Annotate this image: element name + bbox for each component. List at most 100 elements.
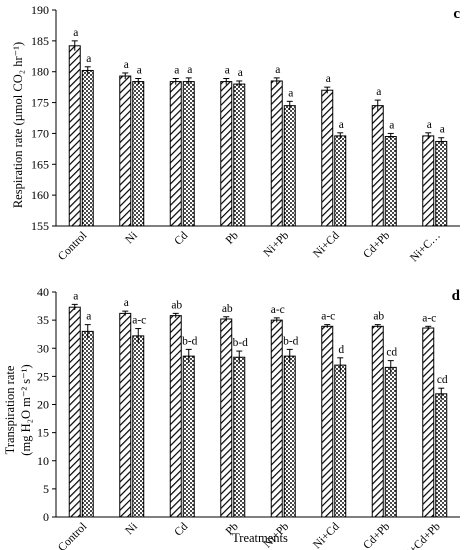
- c-category-label: Ni: [123, 230, 140, 247]
- c-bar-series2: [182, 81, 195, 227]
- c-y-tick-label: 165: [31, 157, 49, 171]
- c-bar-series2: [233, 83, 246, 227]
- d-bar-series1: [220, 318, 233, 518]
- d-significance-label: a: [73, 290, 78, 302]
- transpiration-chart: Transpiration rate (mg H₂O m⁻² s⁻¹) d Tr…: [3, 285, 461, 550]
- c-significance-label: a: [137, 65, 142, 77]
- c-category-label: Pb: [224, 229, 241, 246]
- d-bar-series2: [132, 335, 145, 518]
- c-bar-series2: [132, 81, 145, 227]
- c-bar-series1: [270, 80, 283, 227]
- d-significance-label: ab: [222, 303, 233, 315]
- c-bar-series2: [435, 140, 448, 227]
- d-bar-series2: [435, 393, 448, 518]
- d-bar-series1: [270, 319, 283, 518]
- c-significance-label: a: [326, 73, 331, 85]
- d-y-tick-label: 30: [37, 341, 49, 355]
- c-significance-label: a: [440, 124, 445, 136]
- c-y-tick-label: 160: [31, 188, 49, 202]
- panel-label-d: d: [452, 288, 461, 304]
- c-bar-series1: [220, 81, 233, 227]
- c-significance-label: a: [73, 27, 78, 39]
- c-significance-label: a: [339, 119, 344, 131]
- c-bar-series1: [422, 135, 435, 227]
- d-significance-label: a-c: [422, 312, 436, 324]
- c-y-tick-label: 190: [31, 3, 49, 17]
- transpiration-y-axis-title-line1: Transpiration rate: [3, 365, 17, 454]
- d-category-label: Ni+Cd: [311, 520, 342, 550]
- d-y-tick-label: 10: [37, 454, 49, 468]
- d-category-label: Cd: [172, 520, 190, 538]
- respiration-y-axis-title: Respiration rate (µmol CO₂ hr⁻¹): [11, 42, 25, 208]
- d-bar-series2: [182, 355, 195, 518]
- c-bar-series2: [81, 69, 94, 227]
- d-significance-label: a: [86, 311, 91, 323]
- d-y-tick-label: 20: [37, 398, 49, 412]
- c-significance-label: a: [238, 67, 243, 79]
- d-significance-label: ab: [373, 311, 384, 323]
- c-category-label: Ni+Pb: [262, 229, 292, 259]
- d-bar-series1: [422, 327, 435, 518]
- c-y-tick-label: 175: [31, 96, 49, 110]
- c-bar-series2: [334, 135, 347, 227]
- transpiration-y-axis-title-line2: (mg H₂O m⁻² s⁻¹): [19, 364, 33, 455]
- d-bar-series2: [81, 330, 94, 518]
- d-bar-series1: [321, 325, 334, 518]
- d-significance-label: a-c: [271, 304, 285, 316]
- c-y-tick-label: 155: [31, 219, 49, 233]
- c-bar-series2: [283, 105, 296, 227]
- c-bar-series1: [169, 81, 182, 227]
- c-category-label: Cd+Pb: [361, 229, 392, 260]
- d-y-tick-label: 35: [37, 313, 49, 327]
- d-bar-series1: [169, 315, 182, 518]
- transpiration-x-axis-title: Treatments: [232, 531, 288, 545]
- c-significance-label: a: [124, 59, 129, 71]
- d-bar-series1: [371, 325, 384, 518]
- c-category-label: Ni+Cd: [311, 229, 342, 260]
- c-y-tick-label: 185: [31, 34, 49, 48]
- d-bar-series1: [68, 306, 81, 518]
- c-significance-label: a: [187, 64, 192, 76]
- d-bar-series2: [283, 355, 296, 518]
- d-significance-label: b-d: [233, 337, 249, 349]
- d-significance-label: a: [124, 297, 129, 309]
- c-significance-label: a: [275, 64, 280, 76]
- c-category-label: Control: [56, 230, 89, 263]
- d-bar-series2: [334, 364, 347, 518]
- d-bar-series2: [233, 356, 246, 518]
- d-bar-series1: [119, 312, 132, 518]
- c-significance-label: a: [86, 53, 91, 65]
- d-category-label: Cd+Pb: [361, 520, 392, 550]
- d-significance-label: cd: [386, 347, 397, 359]
- d-y-tick-label: 25: [37, 369, 49, 383]
- c-significance-label: a: [225, 65, 230, 77]
- d-y-tick-label: 5: [43, 482, 49, 496]
- d-significance-label: b-d: [283, 335, 299, 347]
- d-category-label: Ni: [123, 521, 140, 538]
- respiration-chart: Respiration rate (µmol CO₂ hr⁻¹) c 155 16…: [11, 3, 460, 264]
- d-significance-label: b-d: [182, 335, 198, 347]
- c-bar-series1: [321, 89, 334, 227]
- c-y-tick-label: 180: [31, 65, 49, 79]
- c-significance-label: a: [427, 119, 432, 131]
- c-significance-label: a: [389, 119, 394, 131]
- d-significance-label: a-c: [132, 315, 146, 327]
- c-category-label: Cd: [172, 229, 190, 247]
- c-bar-series1: [68, 45, 81, 227]
- c-significance-label: a: [376, 86, 381, 98]
- c-bar-series2: [384, 136, 397, 227]
- d-significance-label: a-c: [321, 311, 335, 323]
- d-significance-label: cd: [437, 374, 448, 386]
- c-bar-series1: [119, 75, 132, 227]
- d-y-tick-label: 15: [37, 426, 49, 440]
- d-category-label: Ni+Cd+Pb: [399, 520, 443, 550]
- c-bar-series1: [371, 105, 384, 227]
- d-y-tick-label: 40: [37, 285, 49, 299]
- c-significance-label: a: [174, 65, 179, 77]
- c-y-tick-label: 170: [31, 126, 49, 140]
- c-significance-label: a: [288, 87, 293, 99]
- panel-label-c: c: [453, 6, 460, 22]
- d-y-tick-label: 0: [43, 510, 49, 524]
